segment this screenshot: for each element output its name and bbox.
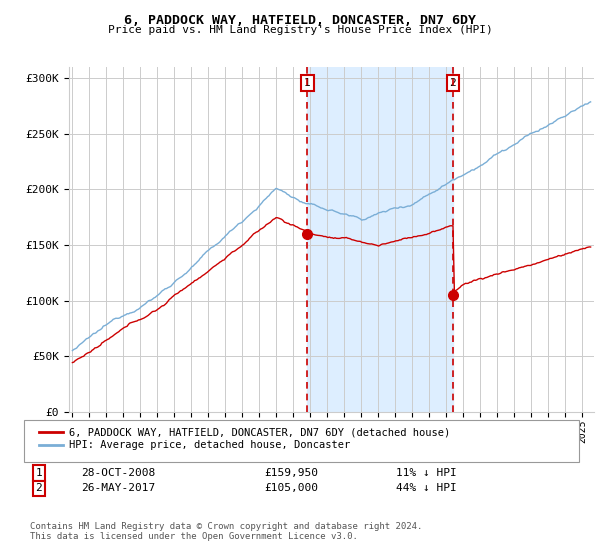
Text: 6, PADDOCK WAY, HATFIELD, DONCASTER, DN7 6DY: 6, PADDOCK WAY, HATFIELD, DONCASTER, DN7… <box>124 14 476 27</box>
Text: 2: 2 <box>35 483 43 493</box>
Text: 1: 1 <box>304 78 311 88</box>
Text: HPI: Average price, detached house, Doncaster: HPI: Average price, detached house, Donc… <box>69 440 350 450</box>
Bar <box>307 67 453 412</box>
Text: £159,950: £159,950 <box>264 468 318 478</box>
Text: Price paid vs. HM Land Registry's House Price Index (HPI): Price paid vs. HM Land Registry's House … <box>107 25 493 35</box>
Text: 1: 1 <box>35 468 43 478</box>
Text: 26-MAY-2017: 26-MAY-2017 <box>81 483 155 493</box>
Text: 28-OCT-2008: 28-OCT-2008 <box>81 468 155 478</box>
Text: 6, PADDOCK WAY, HATFIELD, DONCASTER, DN7 6DY (detached house): 6, PADDOCK WAY, HATFIELD, DONCASTER, DN7… <box>69 427 450 437</box>
Text: 11% ↓ HPI: 11% ↓ HPI <box>396 468 457 478</box>
Text: Contains HM Land Registry data © Crown copyright and database right 2024.
This d: Contains HM Land Registry data © Crown c… <box>30 522 422 542</box>
Text: 44% ↓ HPI: 44% ↓ HPI <box>396 483 457 493</box>
Text: £105,000: £105,000 <box>264 483 318 493</box>
Text: 2: 2 <box>449 78 457 88</box>
